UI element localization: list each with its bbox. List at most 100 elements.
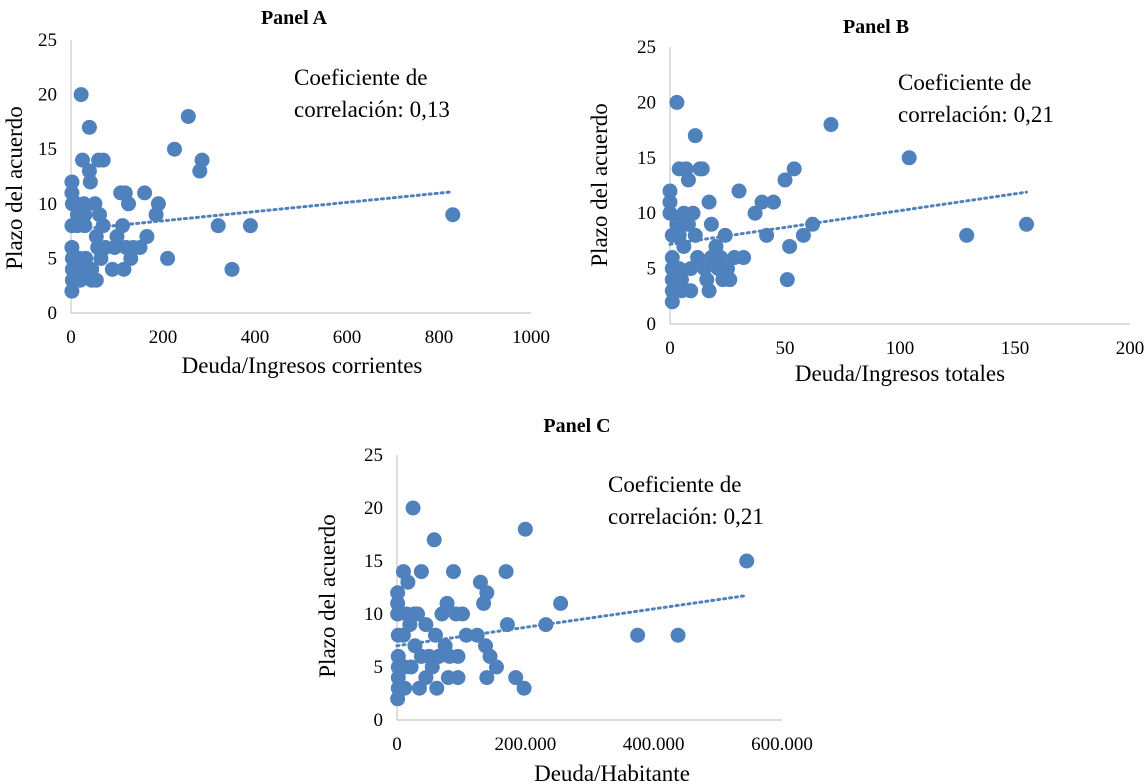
panel-c-data-point: [488, 659, 504, 675]
panel-a-x-tick-label: 0: [66, 327, 76, 348]
panel-b-y-tick-label: 15: [637, 148, 656, 169]
panel-b-x-tick-label: 150: [1001, 338, 1030, 359]
panel-b-data-point: [901, 150, 917, 166]
panel-a-data-point: [73, 87, 89, 103]
panel-b-data-point: [777, 172, 793, 188]
panel-b-data-point: [664, 294, 680, 310]
panel-b-annotation-line-1: Coeficiente de: [898, 70, 1031, 95]
panel-c-data-point: [418, 617, 434, 633]
panel-c-x-tick-label: 0: [392, 734, 402, 755]
panel-c-y-tick-label: 20: [364, 498, 383, 519]
panel-a-data-point: [77, 218, 93, 234]
panel-c-data-point: [390, 585, 406, 601]
panel-c-data-point: [439, 595, 455, 611]
panel-a-data-point: [116, 261, 132, 277]
panel-c-trendline: [395, 594, 745, 648]
panel-a-data-point: [121, 196, 136, 212]
panel-a-y-tick-label: 25: [38, 30, 57, 51]
panel-c-data-point: [397, 680, 413, 696]
panel-b-data-point: [662, 205, 678, 221]
panel-c-data-point: [553, 595, 569, 611]
panel-b-data-point: [674, 272, 689, 288]
panel-b-data-point: [823, 117, 839, 133]
panel-b-data-point: [759, 227, 775, 243]
panel-a-data-point: [104, 261, 120, 277]
panel-c-data-point: [429, 680, 445, 696]
panel-a-data-point: [82, 174, 98, 190]
panel-a-data-point: [224, 261, 240, 277]
panel-b-data-point: [669, 94, 685, 110]
panel-a-x-tick-label: 800: [425, 327, 454, 348]
panel-b-annotation-line-2: correlación: 0,21: [898, 102, 1054, 127]
panel-b-data-point: [662, 194, 678, 210]
panel-b-data-point: [1019, 216, 1034, 232]
panel-a-data-point: [76, 196, 92, 212]
panel-b-data-point: [959, 227, 975, 243]
panel-b-data-point: [685, 205, 701, 221]
panel-b-title: Panel B: [843, 16, 909, 38]
panel-a-y-tick-label: 10: [38, 194, 57, 215]
panel-c-y-axis-label: Plazo del acuerdo: [315, 514, 340, 677]
panel-c-data-point: [508, 670, 524, 686]
panel-a-data-point: [194, 152, 210, 168]
panel-a-data-point: [180, 108, 196, 124]
panel-a-data-point: [150, 196, 166, 212]
panel-b-trendline: [668, 190, 1028, 246]
panel-c-data-point: [458, 627, 474, 643]
panel-a-data-point: [95, 152, 111, 168]
panel-a-title: Panel A: [261, 7, 328, 29]
panel-b-data-point: [722, 272, 738, 288]
panel-a-data-point: [167, 141, 182, 157]
panel-a-data-point: [210, 218, 226, 234]
panel-c-y-tick-label: 0: [374, 710, 384, 731]
panel-a-data-point: [75, 152, 90, 168]
panel-b-y-tick-label: 0: [647, 314, 657, 335]
panel-a-y-tick-label: 0: [48, 303, 58, 324]
panel-a-y-tick-label: 5: [48, 248, 58, 269]
panel-c-data-point: [390, 691, 406, 707]
panel-c-data-point: [390, 595, 406, 611]
panel-b-data-point: [664, 250, 680, 266]
panel-a-data-point: [78, 250, 94, 266]
panel-c-data-point: [400, 574, 416, 590]
panel-b-x-tick-label: 50: [776, 338, 795, 359]
panel-c-data-point: [445, 564, 461, 580]
panel-a-chart: Panel A Plazo del acuerdo Deuda/Ingresos…: [2, 7, 550, 378]
panel-a-data-point: [81, 163, 97, 179]
panel-b-chart: Panel B Plazo del acuerdo Deuda/Ingresos…: [587, 16, 1144, 386]
panel-c-title: Panel C: [543, 415, 610, 437]
panel-c-data-point: [670, 627, 686, 643]
panel-b-y-tick-label: 20: [637, 92, 656, 113]
panel-c-y-tick-label: 25: [364, 445, 383, 466]
panel-c-data-point: [498, 564, 514, 580]
panel-b-data-point: [747, 205, 763, 221]
panel-a-data-point: [72, 272, 88, 288]
panel-c-data-point: [405, 500, 421, 516]
panel-a-x-tick-label: 1000: [512, 327, 550, 348]
panel-b-y-tick-label: 25: [637, 37, 656, 58]
panel-c-data-point: [517, 521, 533, 537]
panel-c-chart: Panel C Plazo del acuerdo Deuda/Habitant…: [315, 415, 813, 784]
panel-b-data-point: [731, 183, 747, 199]
panel-b-data-point: [754, 194, 770, 210]
panel-a-data-point: [88, 229, 104, 245]
panel-c-x-tick-label: 600.000: [751, 734, 813, 755]
panel-b-data-point: [701, 194, 717, 210]
panel-c-data-point: [630, 627, 646, 643]
panel-c-data-point: [450, 648, 466, 664]
panel-b-data-point: [782, 238, 798, 254]
panel-c-data-point: [426, 532, 442, 548]
panel-c-y-tick-label: 15: [364, 551, 383, 572]
panel-b-data-point: [786, 161, 802, 177]
panel-a-annotation-line-2: correlación: 0,13: [294, 97, 450, 122]
panel-c-x-tick-label: 400.000: [623, 734, 685, 755]
panel-a-y-axis-label: Plazo del acuerdo: [2, 106, 27, 269]
panel-c-x-axis-label: Deuda/Habitante: [534, 761, 690, 784]
panel-b-x-tick-label: 200: [1116, 338, 1145, 359]
panel-b-data-point: [736, 250, 752, 266]
panel-b-data-point: [701, 283, 717, 299]
panel-b-data-point: [690, 250, 706, 266]
panel-a-data-point: [115, 218, 131, 234]
panel-a-data-point: [88, 272, 104, 288]
